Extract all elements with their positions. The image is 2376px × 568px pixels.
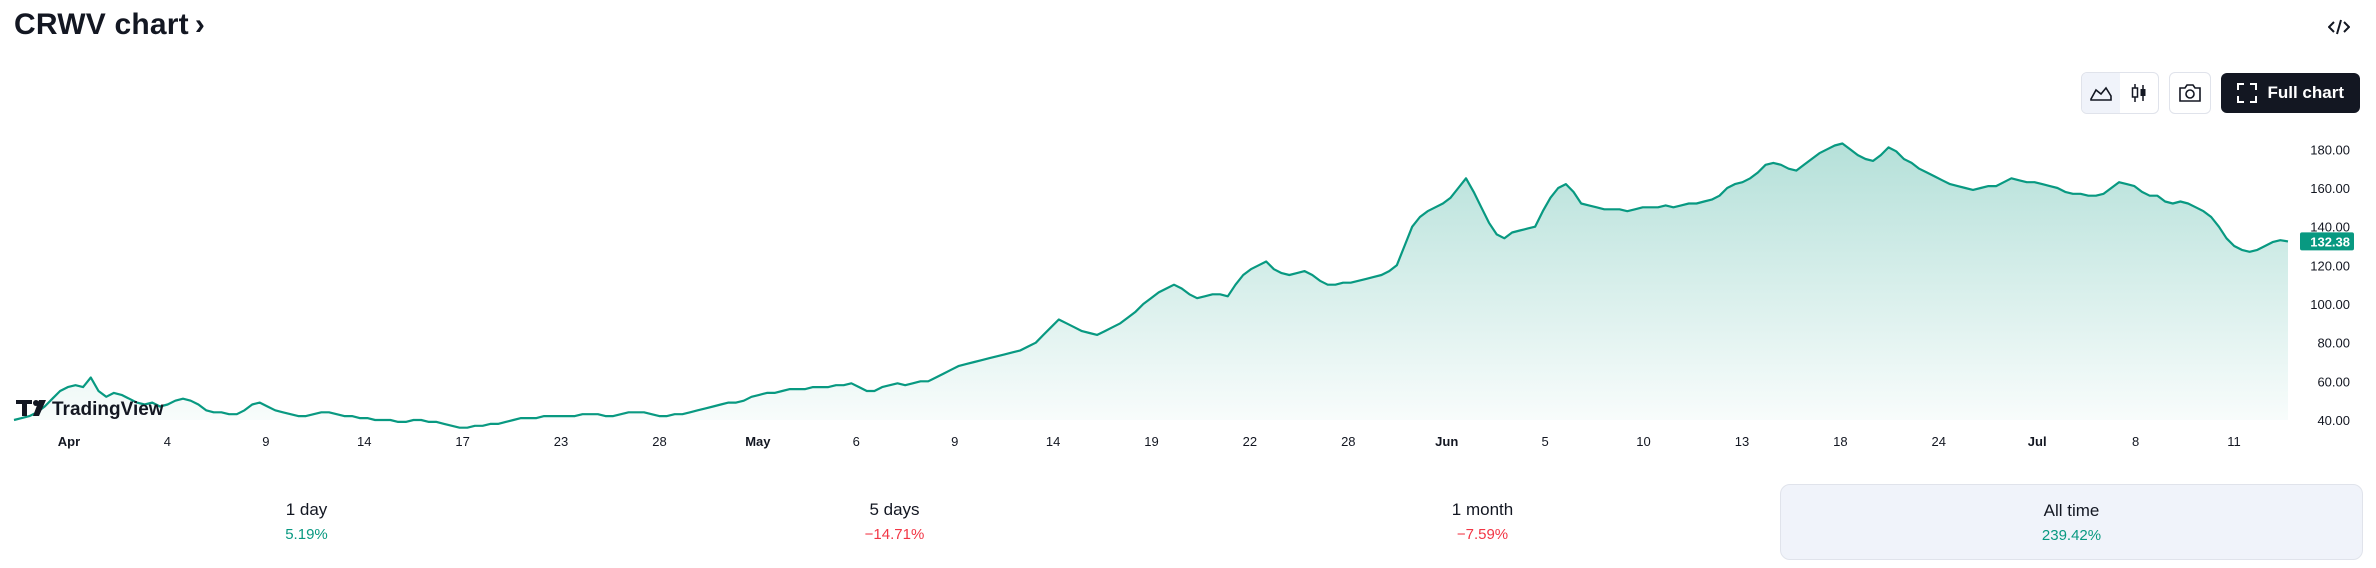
full-chart-label: Full chart [2267,83,2344,102]
y-tick-label: 140.00 [2310,220,2350,235]
x-tick-label: 23 [554,434,568,449]
y-tick-label: 100.00 [2310,297,2350,312]
period-change: 239.42% [2041,526,2102,544]
x-tick-label: 4 [164,434,171,449]
x-tick-label: 10 [1636,434,1650,449]
x-tick-label: 24 [1932,434,1946,449]
chart-type-switch [2081,72,2160,114]
period-change: 5.19% [285,525,328,543]
period-1-day[interactable]: 1 day 5.19% [16,484,597,558]
area-chart-button[interactable] [2082,73,2121,113]
x-tick-label: 5 [1542,434,1549,449]
period-label: 5 days [869,499,920,519]
fullscreen-icon [2237,83,2258,103]
snapshot-button[interactable] [2169,72,2212,114]
period-change: −14.71% [864,525,925,543]
price-area [14,143,2288,428]
x-tick-label: 8 [2132,434,2139,449]
x-tick-label: 9 [951,434,958,449]
x-tick-label: Jun [1435,434,1458,449]
period-all-time[interactable]: All time 239.42% [1780,484,2363,560]
x-tick-label: 19 [1144,434,1158,449]
period-change: −7.59% [1456,525,1509,543]
camera-icon [2179,84,2202,102]
performance-periods: 1 day 5.19% 5 days −14.71% 1 month −7.59… [0,484,2376,560]
full-chart-button[interactable]: Full chart [2221,73,2360,113]
candlestick-button[interactable] [2120,73,2158,113]
x-tick-label: 22 [1243,434,1257,449]
y-tick-label: 80.00 [2317,336,2350,351]
y-tick-label: 60.00 [2317,374,2350,389]
x-tick-label: 9 [262,434,269,449]
price-chart[interactable]: 40.00 60.00 80.00 100.00 120.00 140.00 160.00 1… [0,120,2376,460]
x-tick-label: 17 [455,434,469,449]
code-embed-icon[interactable] [2322,14,2356,40]
x-tick-label: 13 [1735,434,1749,449]
page-title: CRWV chart [14,8,189,41]
period-label: 1 month [1451,499,1514,519]
x-tick-label: 6 [853,434,860,449]
period-5-days[interactable]: 5 days −14.71% [604,484,1185,558]
x-tick-label: May [745,434,771,449]
x-tick-label: 28 [652,434,666,449]
x-tick-label: 14 [1046,434,1060,449]
last-price-label: 132.38 [2310,234,2350,249]
period-1-month[interactable]: 1 month −7.59% [1192,484,1773,558]
y-tick-label: 120.00 [2310,258,2350,273]
y-tick-label: 180.00 [2310,142,2350,157]
x-tick-label: 11 [2227,434,2241,449]
x-tick-label: Apr [58,434,80,449]
chevron-right-icon: › [194,8,206,41]
chart-title-link[interactable]: CRWV chart › [14,8,205,42]
y-tick-label: 160.00 [2310,181,2350,196]
candlestick-icon [2132,84,2146,102]
price-line [13,142,2289,429]
tradingview-icon [16,400,46,416]
tradingview-logo: TradingView [16,399,164,420]
y-tick-label: 40.00 [2317,413,2350,428]
tradingview-wordmark: TradingView [52,399,164,420]
period-label: All time [2043,500,2100,520]
x-tick-label: 28 [1341,434,1355,449]
area-chart-icon [2090,86,2113,101]
chart-toolbar: Full chart [2081,72,2360,114]
period-label: 1 day [285,499,328,519]
x-tick-label: 14 [357,434,371,449]
last-price-badge [2300,232,2354,251]
x-tick-label: Jul [2028,434,2047,449]
x-tick-label: 18 [1833,434,1847,449]
